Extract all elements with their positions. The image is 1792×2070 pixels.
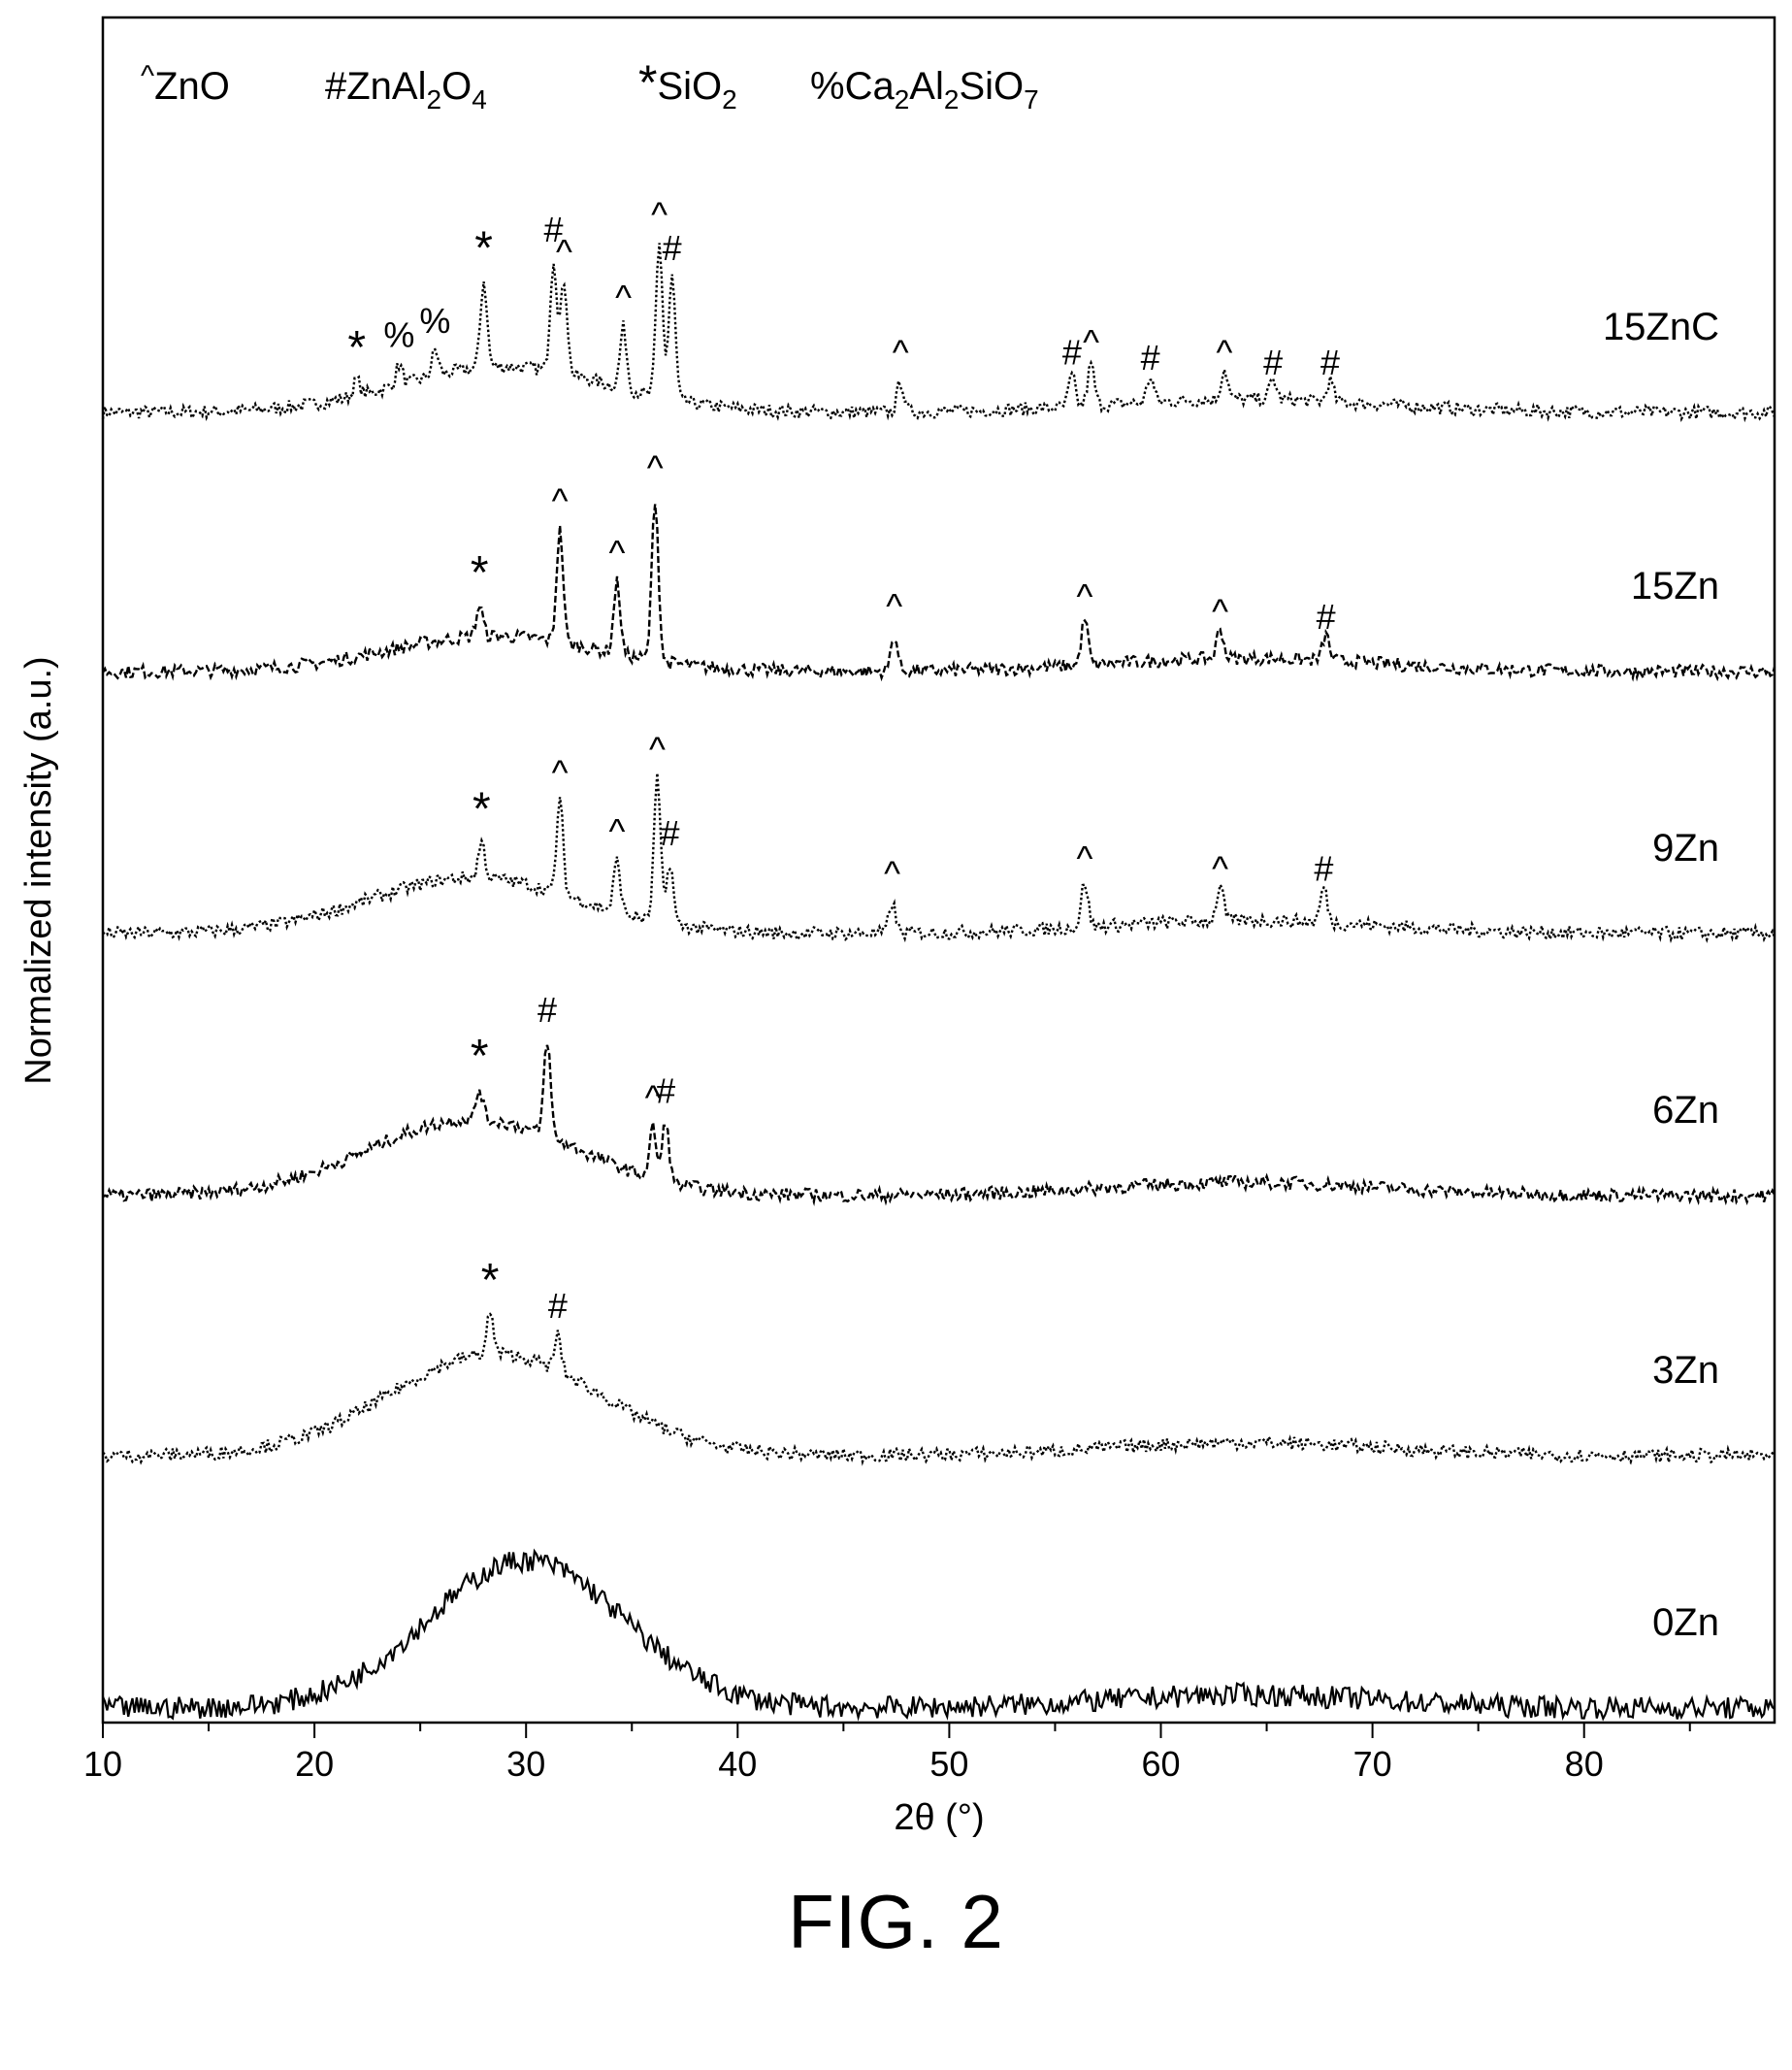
legend-sub2: 4: [472, 84, 487, 115]
peak-marker: *: [472, 784, 491, 836]
peak-marker: ^: [1083, 322, 1099, 362]
peak-marker: #: [1062, 332, 1082, 372]
legend-sub1: 2: [722, 84, 737, 115]
peak-marker: #: [1141, 338, 1160, 378]
legend-marker: %: [810, 65, 845, 108]
x-tick-label: 20: [295, 1744, 334, 1784]
y-axis-label: Normalized intensity (a.u.): [18, 656, 59, 1084]
peak-marker: #: [538, 990, 557, 1030]
series-line-3Zn: [102, 1312, 1776, 1466]
peak-marker: #: [1314, 848, 1333, 888]
legend-marker: *: [638, 55, 657, 110]
x-tick-label: 40: [718, 1744, 757, 1784]
peak-marker: #: [1317, 597, 1336, 637]
series-label: 6Zn: [1652, 1089, 1719, 1132]
figure-caption: FIG. 2: [788, 1879, 1004, 1964]
peak-marker: ^: [1216, 333, 1232, 373]
peak-marker: ^: [1212, 848, 1228, 888]
peak-marker: #: [544, 210, 564, 249]
peak-marker: ^: [1212, 592, 1228, 632]
phase-legend: ^ZnO #ZnAl2O4 *SiO2 %Ca2Al2SiO7: [141, 55, 1039, 115]
peak-marker: %: [419, 301, 450, 341]
series-label: 0Zn: [1652, 1601, 1719, 1644]
series-label: 15ZnC: [1603, 306, 1719, 348]
peak-marker: ^: [886, 586, 902, 626]
peak-marker: %: [383, 315, 414, 355]
peak-marker: #: [660, 813, 679, 853]
series-line-9Zn: [102, 772, 1776, 944]
legend-marker: #: [325, 65, 347, 108]
peak-marker: ^: [647, 448, 664, 488]
peak-marker: ^: [609, 811, 626, 851]
peak-marker: ^: [884, 853, 900, 893]
x-axis-label: 2θ (°): [894, 1797, 984, 1838]
peak-marker: *: [481, 1255, 500, 1306]
legend-entry: ^ZnO: [141, 60, 230, 108]
x-tick-label: 70: [1353, 1744, 1392, 1784]
peak-marker: ^: [609, 533, 626, 573]
peak-marker: ^: [552, 480, 569, 520]
legend-marker: ^: [141, 60, 154, 92]
legend-text: ZnAl: [346, 65, 426, 108]
legend-sub3: 7: [1024, 84, 1039, 115]
legend-entry: *SiO2: [638, 55, 737, 115]
legend-mid: O: [441, 65, 472, 108]
legend-mid: Al: [909, 65, 944, 108]
legend-sub1: 2: [895, 84, 910, 115]
series-line-6Zn: [102, 1044, 1776, 1207]
peak-marker: #: [1320, 343, 1340, 382]
peak-marker: ^: [893, 332, 909, 372]
peak-markers-layer: *% %* #^^^#^ # ^ # ^ # #*^^^^ ^ ^ #*^^^#^ ^ ^ #*#^#* #: [347, 195, 1340, 1326]
peak-marker: ^: [552, 753, 569, 793]
series-line-0Zn: [101, 1548, 1776, 1722]
x-tick-label: 80: [1565, 1744, 1604, 1784]
peak-marker: *: [347, 322, 366, 374]
peak-marker: ^: [1077, 838, 1093, 878]
peak-marker: *: [474, 222, 493, 274]
peak-marker: ^: [645, 1077, 662, 1117]
peak-marker: #: [663, 228, 682, 268]
peak-marker: ^: [556, 232, 572, 272]
x-tick-label: 10: [83, 1744, 122, 1784]
legend-entry: %Ca2Al2SiO7: [810, 65, 1039, 115]
series-labels-layer: 15ZnC 15Zn 9Zn 6Zn 3Zn 0Zn: [1603, 306, 1719, 1644]
x-tick-label: 60: [1141, 1744, 1180, 1784]
series-label: 15Zn: [1631, 565, 1719, 608]
peak-marker: *: [471, 547, 489, 599]
peak-marker: #: [1263, 343, 1283, 382]
peak-marker: ^: [649, 730, 666, 770]
peak-marker: #: [548, 1286, 568, 1326]
peak-marker: ^: [615, 278, 632, 317]
legend-text: SiO: [657, 65, 722, 108]
legend-tail: SiO: [959, 65, 1024, 108]
peak-marker: ^: [651, 195, 668, 235]
series-line-15ZnC: [101, 243, 1776, 423]
legend-text: ZnO: [154, 65, 230, 108]
peak-marker: *: [471, 1031, 489, 1082]
legend-sub2: 2: [944, 84, 960, 115]
legend-sub1: 2: [427, 84, 442, 115]
peak-marker: ^: [1077, 576, 1093, 616]
curves-layer: [101, 243, 1776, 1722]
legend-entry: #ZnAl2O4: [325, 65, 487, 115]
plot-frame: [101, 16, 1776, 1725]
series-line-15Zn: [101, 504, 1776, 682]
series-label: 3Zn: [1652, 1349, 1719, 1392]
x-tick-label: 30: [506, 1744, 545, 1784]
legend-text: Ca: [845, 65, 896, 108]
x-axis-ticks: 10 20 30 40 50 60 70 80: [83, 1723, 1691, 1784]
x-tick-label: 50: [929, 1744, 968, 1784]
peak-marker: #: [656, 1070, 675, 1110]
series-label: 9Zn: [1652, 827, 1719, 870]
